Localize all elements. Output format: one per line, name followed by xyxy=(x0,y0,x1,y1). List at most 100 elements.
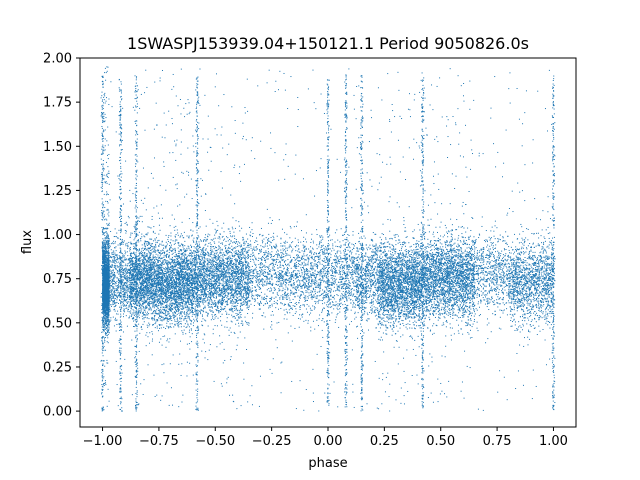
data-point xyxy=(138,305,140,307)
data-point xyxy=(106,305,108,307)
data-point xyxy=(103,314,105,316)
data-point xyxy=(126,294,128,296)
data-point xyxy=(104,266,106,268)
data-point xyxy=(110,281,112,283)
data-point xyxy=(109,247,111,249)
data-point xyxy=(148,301,150,303)
data-point xyxy=(105,316,107,318)
data-point xyxy=(107,224,109,226)
data-point xyxy=(137,294,139,296)
data-point xyxy=(111,293,113,295)
data-point xyxy=(157,212,159,214)
data-point xyxy=(121,279,123,281)
data-point xyxy=(108,266,110,268)
data-point xyxy=(142,167,144,169)
data-point xyxy=(130,293,132,295)
data-point xyxy=(110,289,112,291)
data-point xyxy=(126,295,128,297)
data-point xyxy=(137,277,139,279)
data-point xyxy=(145,268,147,270)
data-point xyxy=(105,194,107,196)
data-point xyxy=(163,318,165,320)
data-point xyxy=(125,283,127,285)
data-point xyxy=(138,310,140,312)
data-point xyxy=(126,223,128,225)
data-point xyxy=(103,214,105,216)
data-point xyxy=(108,301,110,303)
data-point xyxy=(109,280,111,282)
data-point xyxy=(143,314,145,316)
data-point xyxy=(191,262,193,264)
data-point xyxy=(142,251,144,253)
data-point xyxy=(126,224,128,226)
data-point xyxy=(146,270,148,272)
data-point xyxy=(110,297,112,299)
data-point xyxy=(110,266,112,268)
data-point xyxy=(130,269,132,271)
data-point xyxy=(118,323,120,325)
data-point xyxy=(133,316,135,318)
data-point xyxy=(106,332,108,334)
data-point xyxy=(143,243,145,245)
data-point xyxy=(103,168,105,170)
data-point xyxy=(148,308,150,310)
data-point xyxy=(117,244,119,246)
data-point xyxy=(125,268,127,270)
data-point xyxy=(127,277,129,279)
data-point xyxy=(131,282,133,284)
data-point xyxy=(139,274,141,276)
data-point xyxy=(133,268,135,270)
data-point xyxy=(143,256,145,258)
data-point xyxy=(133,280,135,282)
data-point xyxy=(150,286,152,288)
data-point xyxy=(150,291,152,293)
data-point xyxy=(105,322,107,324)
data-point xyxy=(118,255,120,257)
data-point xyxy=(144,236,146,238)
data-point xyxy=(121,301,123,303)
data-point xyxy=(160,315,162,317)
data-point xyxy=(107,283,109,285)
data-point xyxy=(106,285,108,287)
data-point xyxy=(145,285,147,287)
data-point xyxy=(103,336,105,338)
data-point xyxy=(128,311,130,313)
data-point xyxy=(138,301,140,303)
data-point xyxy=(103,279,105,281)
data-point xyxy=(140,327,142,329)
data-point xyxy=(142,294,144,296)
data-point xyxy=(106,311,108,313)
data-point xyxy=(116,254,118,256)
data-point xyxy=(144,256,146,258)
data-point xyxy=(161,395,163,397)
data-point xyxy=(107,307,109,309)
data-point xyxy=(133,272,135,274)
data-point xyxy=(103,283,105,285)
data-point xyxy=(105,305,107,307)
data-point xyxy=(148,278,150,280)
data-point xyxy=(150,292,152,294)
data-point xyxy=(103,288,105,290)
data-point xyxy=(140,288,142,290)
data-point xyxy=(107,281,109,283)
data-point xyxy=(119,278,121,280)
data-point xyxy=(106,293,108,295)
data-point xyxy=(104,319,106,321)
data-point xyxy=(132,313,134,315)
data-point xyxy=(104,251,106,253)
data-point xyxy=(108,243,110,245)
data-point xyxy=(146,307,148,309)
data-point xyxy=(120,275,122,277)
data-point xyxy=(143,289,145,291)
data-point xyxy=(131,258,133,260)
data-point xyxy=(107,268,109,270)
data-point xyxy=(146,290,148,292)
data-point xyxy=(114,310,116,312)
data-point xyxy=(105,276,107,278)
data-point xyxy=(119,262,121,264)
data-point xyxy=(129,271,131,273)
data-point xyxy=(134,326,136,328)
data-point xyxy=(150,276,152,278)
data-point xyxy=(140,287,141,289)
data-point xyxy=(102,246,104,248)
